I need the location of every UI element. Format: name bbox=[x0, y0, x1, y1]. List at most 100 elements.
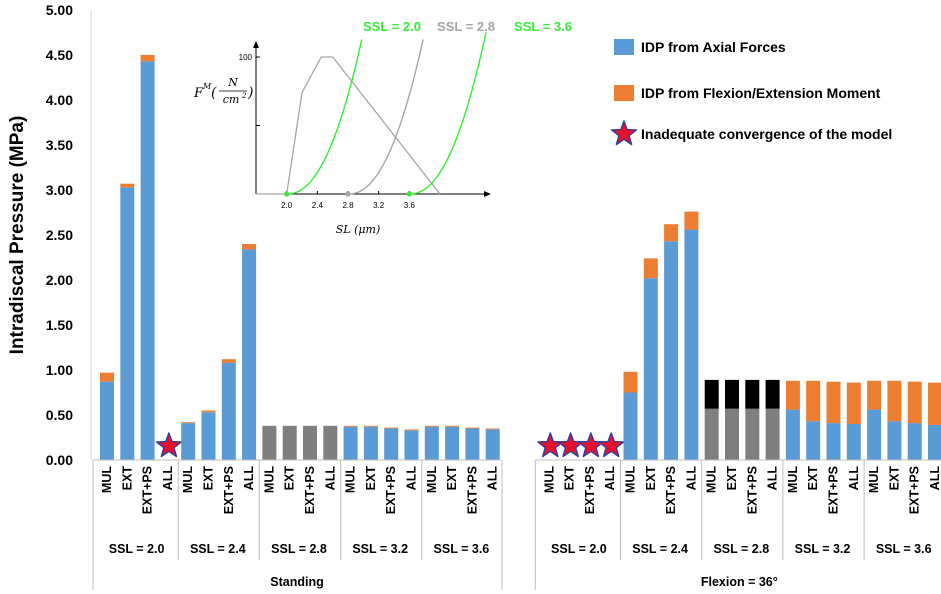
force-length-inset: 100 2.0 2.4 2.8 3.2 3.6 SSL = 2.0 SSL = 2.8 SSL … bbox=[193, 19, 572, 236]
bar-axial bbox=[664, 241, 679, 460]
inset-passive-curve bbox=[348, 39, 424, 195]
bar-axial bbox=[262, 425, 277, 460]
bar-moment bbox=[806, 380, 821, 422]
bar-axial bbox=[745, 408, 760, 460]
category-label: ALL bbox=[161, 466, 175, 491]
category-label: EXT+PS bbox=[664, 466, 678, 514]
y-tick-label: 2.50 bbox=[46, 227, 73, 243]
inset-x-tick-label: 3.2 bbox=[373, 201, 385, 210]
legend-swatch bbox=[614, 85, 634, 101]
bar-axial bbox=[846, 424, 861, 460]
y-tick-label: 5.00 bbox=[46, 2, 73, 18]
category-label: EXT+PS bbox=[583, 466, 597, 514]
inset-y-title-sup: M bbox=[202, 82, 212, 91]
group-label: SSL = 3.2 bbox=[352, 542, 408, 556]
group-label: SSL = 2.0 bbox=[551, 542, 607, 556]
category-label: EXT bbox=[445, 466, 459, 491]
category-label: EXT bbox=[202, 466, 216, 491]
bar-axial bbox=[765, 408, 780, 460]
bar-moment bbox=[867, 380, 882, 410]
category-label: ALL bbox=[323, 466, 337, 491]
category-label: ALL bbox=[603, 466, 617, 491]
category-label: ALL bbox=[766, 466, 780, 491]
bar-moment bbox=[120, 183, 135, 188]
bar-axial bbox=[485, 429, 500, 460]
legend: IDP from Axial Forces IDP from Flexion/Ex… bbox=[610, 39, 892, 146]
y-tick-label: 4.00 bbox=[46, 92, 73, 108]
category-label: MUL bbox=[542, 466, 556, 493]
group-label: SSL = 2.4 bbox=[632, 542, 688, 556]
group-label: SSL = 2.8 bbox=[713, 542, 769, 556]
x-axis: SSL = 2.0 SSL = 2.4 SSL = 2.8 SSL = 3.2 SSL … bbox=[92, 459, 941, 590]
category-label: EXT bbox=[364, 466, 378, 491]
category-label: ALL bbox=[405, 466, 419, 491]
bar-moment bbox=[887, 380, 902, 422]
inset-y-max-label: 100 bbox=[239, 53, 253, 62]
bars-layer bbox=[100, 55, 941, 461]
bar-axial bbox=[303, 425, 317, 460]
category-label: MUL bbox=[786, 466, 800, 493]
inset-passive-curve bbox=[286, 39, 363, 195]
bar-axial bbox=[100, 381, 114, 460]
y-tick-label: 1.50 bbox=[46, 317, 73, 333]
inset-ssl-marker bbox=[345, 191, 351, 197]
inset-y-arrow bbox=[253, 41, 259, 48]
group-label: SSL = 3.6 bbox=[876, 542, 932, 556]
bar-axial bbox=[445, 426, 460, 460]
inset-ssl-marker bbox=[406, 191, 412, 197]
y-axis-title: Intradiscal Pressure (MPa) bbox=[7, 116, 28, 355]
bar-moment bbox=[826, 381, 841, 424]
category-label: MUL bbox=[262, 466, 276, 493]
bar-moment bbox=[181, 422, 196, 424]
bar-moment bbox=[201, 410, 216, 413]
bar-moment bbox=[424, 425, 439, 427]
inset-y-title-den-sup: 2 bbox=[241, 92, 247, 100]
bar-axial bbox=[465, 428, 480, 460]
bar-moment bbox=[242, 244, 257, 250]
legend-swatch bbox=[614, 39, 634, 55]
inset-y-title-paren: ( bbox=[211, 85, 217, 101]
bar-moment bbox=[704, 379, 719, 409]
inset-curve-label: SSL = 2.0 bbox=[363, 19, 421, 34]
y-tick-label: 0.00 bbox=[46, 452, 73, 468]
bar-moment bbox=[445, 425, 460, 427]
group-label: SSL = 3.2 bbox=[795, 542, 851, 556]
category-label: ALL bbox=[684, 466, 698, 491]
inset-curve-label: SSL = 2.8 bbox=[437, 19, 495, 34]
bar-axial bbox=[120, 187, 135, 461]
y-tick-label: 2.00 bbox=[46, 272, 73, 288]
bar-moment bbox=[363, 425, 378, 427]
group-label: SSL = 2.4 bbox=[190, 542, 246, 556]
inadequate-star bbox=[557, 432, 584, 458]
inset-y-title-num: N bbox=[227, 76, 238, 89]
bar-moment bbox=[907, 381, 922, 424]
inset-x-tick-label: 2.4 bbox=[312, 201, 324, 210]
category-label: MUL bbox=[100, 466, 114, 493]
y-tick-label: 1.00 bbox=[46, 362, 73, 378]
bar-axial bbox=[928, 424, 941, 460]
category-label: EXT+PS bbox=[827, 466, 841, 514]
bar-axial bbox=[323, 425, 338, 460]
category-label: EXT bbox=[120, 466, 134, 491]
bar-axial bbox=[643, 278, 658, 460]
bar-axial bbox=[384, 428, 399, 460]
inadequate-star bbox=[155, 432, 183, 458]
y-tick-label: 3.50 bbox=[46, 137, 73, 153]
inset-x-arrow bbox=[484, 191, 491, 197]
bar-moment bbox=[643, 258, 658, 279]
category-label: MUL bbox=[705, 466, 719, 493]
inadequate-star bbox=[577, 432, 604, 458]
category-label: EXT+PS bbox=[384, 466, 398, 514]
bar-axial bbox=[684, 229, 699, 460]
legend-label: Inadequate convergence of the model bbox=[641, 126, 892, 142]
bar-moment bbox=[623, 371, 638, 393]
bar-axial bbox=[404, 430, 419, 460]
bar-axial bbox=[221, 362, 236, 460]
bar-axial bbox=[363, 426, 378, 460]
category-label: MUL bbox=[425, 466, 439, 493]
inadequate-star bbox=[598, 432, 625, 458]
group-label: SSL = 2.8 bbox=[271, 542, 327, 556]
inset-passive-curve bbox=[409, 32, 487, 195]
legend-star-icon bbox=[610, 120, 638, 146]
